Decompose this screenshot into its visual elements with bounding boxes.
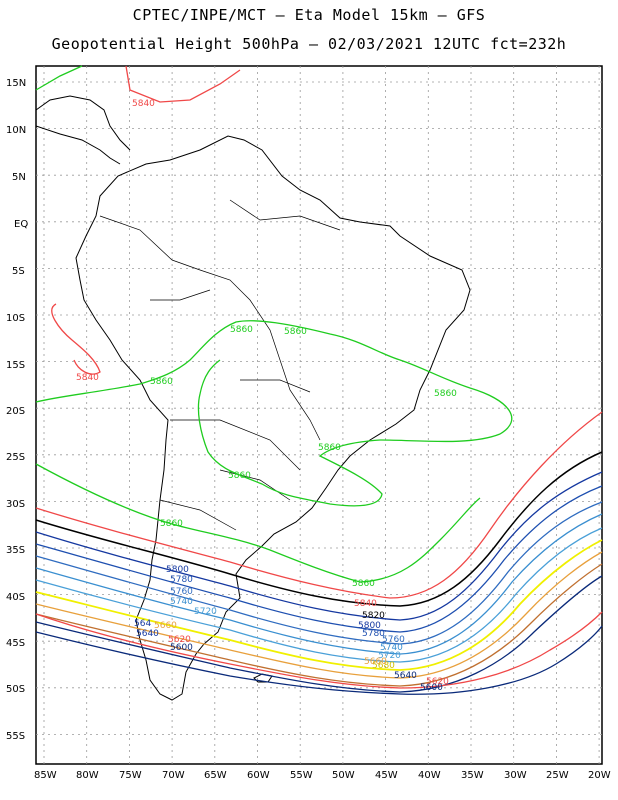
height-contours: [35, 65, 603, 695]
contour-5840-north: [125, 65, 241, 103]
lon-label: 45W: [375, 770, 398, 781]
lat-label: 15N: [6, 78, 26, 89]
latitude-labels: 15N 10N 5N EQ 5S 10S 15S 20S 25S 30S 35S…: [6, 78, 28, 742]
contour-label: 5780: [170, 575, 193, 585]
lon-label: 75W: [119, 770, 142, 781]
contour-5860-south: [35, 463, 481, 583]
contour-label: 5760: [170, 587, 193, 597]
lat-label: 50S: [6, 684, 25, 695]
lat-label: 35S: [6, 545, 25, 556]
contour-label: 5860: [230, 325, 253, 335]
lat-label: 10N: [6, 125, 26, 136]
contour-5700-yellow: [35, 539, 603, 671]
contour-label: 5620: [426, 677, 449, 687]
lat-label: 55S: [6, 731, 25, 742]
lat-label: 10S: [6, 313, 25, 324]
longitude-labels: 85W 80W 75W 70W 65W 60W 55W 50W 45W 40W …: [34, 770, 611, 781]
lat-label: 5N: [12, 172, 26, 183]
central-america-outline: [35, 95, 131, 165]
contour-label: 5860: [284, 327, 307, 337]
map-title-line2: Geopotential Height 500hPa – 02/03/2021 …: [51, 35, 567, 53]
lon-label: 85W: [34, 770, 57, 781]
contour-label: 5860: [160, 519, 183, 529]
lon-label: 30W: [504, 770, 527, 781]
contour-label: 5720: [194, 607, 217, 617]
lat-label: 25S: [6, 452, 25, 463]
contour-label: 5660: [364, 657, 387, 667]
lon-label: 35W: [461, 770, 484, 781]
lat-label: EQ: [14, 219, 28, 230]
contour-label: 5740: [380, 643, 403, 653]
contour-label: 5840: [132, 99, 155, 109]
contour-label: 5860: [318, 443, 341, 453]
contour-label: 5620: [168, 635, 191, 645]
contour-label: 564: [134, 619, 151, 629]
contour-5660-brown: [35, 563, 603, 687]
contour-label: 5680: [372, 661, 395, 671]
country-borders: [99, 199, 341, 531]
contour-label: 5740: [170, 597, 193, 607]
contour-5640-navy: [35, 575, 603, 693]
lon-label: 65W: [204, 770, 227, 781]
lat-lon-grid: [36, 66, 602, 764]
contour-5720: [35, 527, 603, 663]
contour-5860-north: [35, 65, 83, 91]
lon-label: 50W: [332, 770, 355, 781]
lon-label: 40W: [418, 770, 441, 781]
contour-5620-red: [35, 611, 603, 689]
lat-label: 20S: [6, 406, 25, 417]
contour-label: 5640: [394, 671, 417, 681]
contour-label: 5840: [76, 373, 99, 383]
contour-5740: [35, 513, 603, 655]
contour-labels: 5840 5840 5860 5860 5860 5860 5860 5860 …: [76, 99, 457, 693]
contour-label: 5600: [420, 683, 443, 693]
contour-label: 5720: [378, 651, 401, 661]
contour-label: 5600: [170, 643, 193, 653]
lon-label: 55W: [290, 770, 313, 781]
contour-5780: [35, 485, 603, 633]
contour-label: 5860: [352, 579, 375, 589]
lon-label: 80W: [76, 770, 99, 781]
lon-label: 20W: [588, 770, 611, 781]
lat-label: 45S: [6, 638, 25, 649]
contour-5860-west: [35, 320, 513, 507]
map-title-line1: CPTEC/INPE/MCT – Eta Model 15km – GFS: [132, 6, 486, 24]
contour-5820-black: [35, 451, 603, 607]
contour-5840-west: [51, 303, 101, 375]
contour-label: 5860: [434, 389, 457, 399]
contour-label: 5860: [150, 377, 173, 387]
contour-label: 5760: [382, 635, 405, 645]
lon-label: 60W: [247, 770, 270, 781]
lon-label: 70W: [162, 770, 185, 781]
lat-label: 40S: [6, 592, 25, 603]
contour-5760: [35, 501, 603, 645]
contour-5600-navy: [35, 625, 603, 695]
contour-5680-orange: [35, 551, 603, 679]
contour-label: 5800: [166, 565, 189, 575]
contour-5800: [35, 471, 603, 621]
contour-label: 5840: [354, 599, 377, 609]
contour-label: 5640: [136, 629, 159, 639]
contour-label: 5780: [362, 629, 385, 639]
lat-label: 15S: [6, 360, 25, 371]
contour-label: 5820: [362, 611, 385, 621]
contour-5840-red-east: [35, 411, 603, 599]
lat-label: 5S: [12, 266, 25, 277]
lat-label: 30S: [6, 499, 25, 510]
contour-label: 5660: [154, 621, 177, 631]
lon-label: 25W: [546, 770, 569, 781]
contour-label: 5860: [228, 471, 251, 481]
contour-label: 5800: [358, 621, 381, 631]
map-frame: [35, 65, 603, 765]
